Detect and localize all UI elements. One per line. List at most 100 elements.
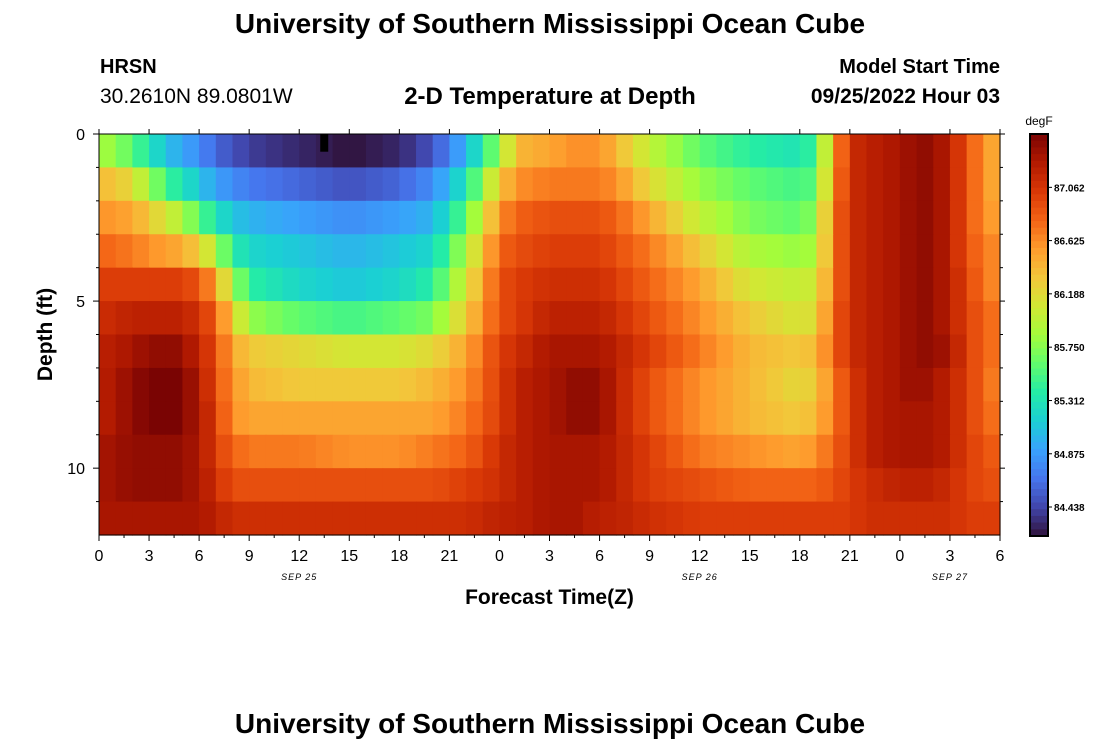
heatmap-cell: [966, 134, 984, 169]
heatmap-cell: [466, 234, 484, 269]
heatmap-cell: [682, 167, 701, 202]
heatmap-cell: [182, 401, 200, 436]
heatmap-cells: [99, 134, 1001, 536]
heatmap-cell: [232, 134, 250, 169]
heatmap-cell: [199, 334, 217, 369]
colorbar-segment: [1030, 261, 1048, 269]
heatmap-cell: [399, 134, 417, 169]
heatmap-cell: [299, 501, 317, 536]
heatmap-cell: [382, 267, 400, 302]
heatmap-cell: [883, 167, 901, 202]
heatmap-cell: [282, 501, 300, 536]
colorbar-segment: [1030, 355, 1048, 363]
heatmap-cell: [265, 301, 284, 336]
heatmap-cell: [466, 401, 484, 436]
heatmap-cell: [516, 267, 534, 302]
heatmap-cell: [499, 200, 517, 235]
heatmap-cell: [949, 401, 968, 436]
page-title: University of Southern Mississippi Ocean…: [234, 8, 866, 39]
colorbar-segment: [1030, 388, 1048, 396]
colorbar-segment: [1030, 341, 1048, 349]
heatmap-cell: [733, 167, 751, 202]
heatmap-cell: [282, 200, 300, 235]
heatmap-cell: [833, 234, 851, 269]
heatmap-cell: [866, 267, 884, 302]
colorbar-segment: [1030, 361, 1048, 370]
heatmap-cell: [749, 200, 768, 235]
heatmap-cell: [632, 200, 651, 235]
heatmap-cell: [332, 167, 350, 202]
heatmap-cell: [699, 468, 717, 503]
heatmap-cell: [332, 434, 350, 469]
heatmap-cell: [833, 501, 851, 536]
heatmap-cell: [833, 167, 851, 202]
heatmap-cell: [749, 234, 768, 269]
date-label: SEP 26: [682, 572, 718, 582]
colorbar-tick-label: 86.625: [1054, 237, 1085, 248]
heatmap-cell: [416, 301, 434, 336]
heatmap-cell: [165, 134, 184, 169]
heatmap-cell: [849, 468, 868, 503]
heatmap-cell: [666, 334, 684, 369]
heatmap-cell: [265, 200, 284, 235]
heatmap-cell: [499, 234, 517, 269]
heatmap-cell: [866, 167, 884, 202]
heatmap-cell: [199, 134, 217, 169]
heatmap-cell: [349, 234, 367, 269]
heatmap-cell: [365, 468, 384, 503]
colorbar-segment: [1030, 328, 1048, 336]
heatmap-cell: [933, 267, 951, 302]
heatmap-cell: [949, 267, 968, 302]
heatmap-cell: [299, 468, 317, 503]
heatmap-cell: [165, 468, 184, 503]
colorbar-tick-label: 87.062: [1054, 183, 1085, 194]
colorbar-segment: [1030, 335, 1048, 343]
heatmap-cell: [215, 434, 234, 469]
heatmap-cell: [883, 468, 901, 503]
heatmap-cell: [599, 468, 617, 503]
heatmap-cell: [249, 468, 267, 503]
x-tick-label: 9: [245, 548, 254, 565]
heatmap-cell: [916, 234, 934, 269]
y-tick-label: 5: [76, 294, 85, 311]
colorbar-unit: degF: [1025, 114, 1052, 128]
heatmap-cell: [966, 301, 984, 336]
heatmap-cell: [482, 267, 501, 302]
colorbar-segment: [1030, 308, 1048, 316]
heatmap-cell: [616, 200, 634, 235]
x-tick-label: 15: [340, 548, 358, 565]
heatmap-cell: [949, 334, 968, 369]
heatmap-cell: [532, 200, 551, 235]
heatmap-cell: [315, 401, 334, 436]
heatmap-cell: [282, 234, 300, 269]
heatmap-cell: [99, 501, 117, 536]
colorbar-segment: [1030, 134, 1048, 142]
heatmap-cell: [432, 234, 450, 269]
heatmap-cell: [983, 334, 1001, 369]
heatmap-cell: [632, 234, 651, 269]
heatmap-cell: [365, 167, 384, 202]
heatmap-cell: [716, 200, 734, 235]
heatmap-cell: [466, 468, 484, 503]
heatmap-cell: [799, 301, 818, 336]
heatmap-cell: [416, 267, 434, 302]
heatmap-cell: [115, 234, 133, 269]
colorbar-segment: [1030, 221, 1048, 229]
heatmap-cell: [449, 167, 467, 202]
heatmap-cell: [599, 501, 617, 536]
heatmap-cell: [132, 134, 150, 169]
heatmap-cell: [816, 334, 834, 369]
colorbar-segment: [1030, 469, 1048, 477]
heatmap-cell: [332, 301, 350, 336]
heatmap-cell: [716, 401, 734, 436]
heatmap-cell: [432, 134, 450, 169]
heatmap-cell: [315, 367, 334, 402]
heatmap-cell: [682, 200, 701, 235]
heatmap-cell: [949, 367, 968, 402]
heatmap-cell: [532, 468, 551, 503]
heatmap-cell: [899, 134, 918, 169]
heatmap-cell: [99, 167, 117, 202]
heatmap-cell: [432, 200, 450, 235]
heatmap-cell: [449, 200, 467, 235]
heatmap-cell: [816, 401, 834, 436]
